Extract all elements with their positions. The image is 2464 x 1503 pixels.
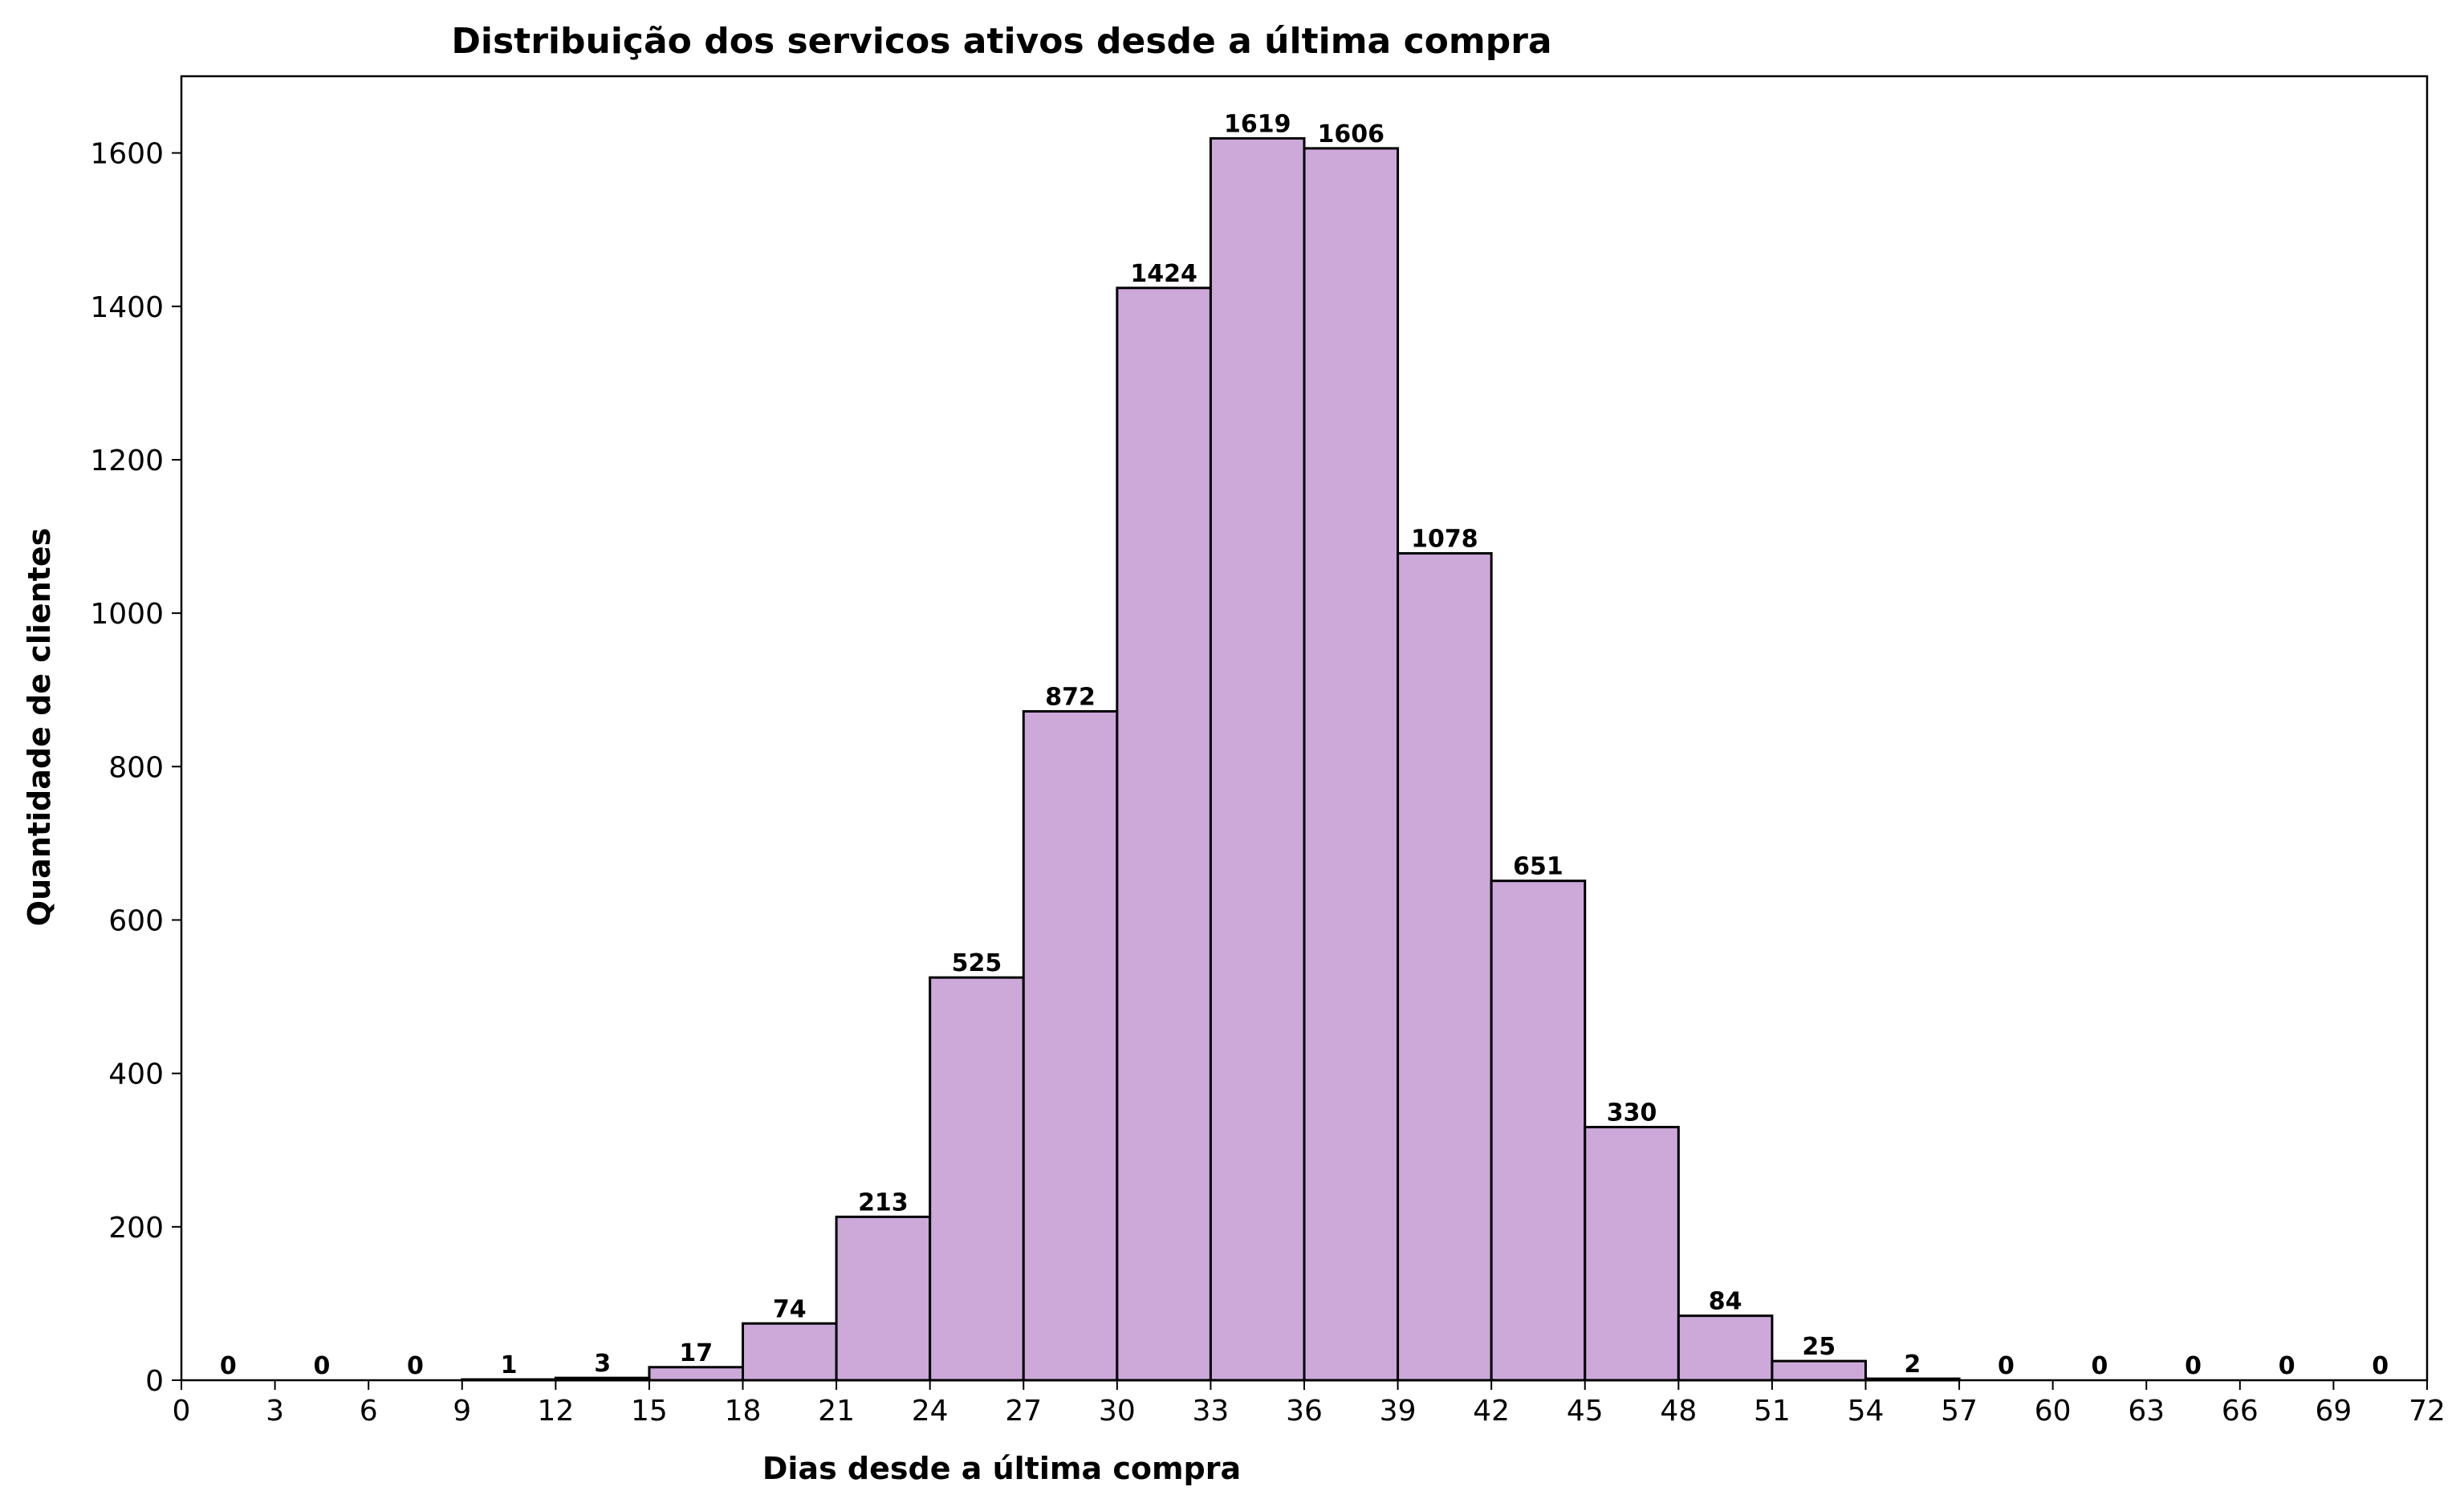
bar-value-label: 525 <box>952 949 1002 977</box>
histogram-bar <box>1677 1314 1774 1382</box>
bar-value-label: 0 <box>2185 1352 2202 1380</box>
x-tick-label: 57 <box>1941 1395 1978 1428</box>
chart-title: Distribuição dos servicos ativos desde a… <box>451 21 1551 62</box>
bar-value-label: 1 <box>501 1351 518 1379</box>
x-tick-label: 63 <box>2128 1395 2165 1428</box>
x-tick-label: 48 <box>1660 1395 1697 1428</box>
y-axis-label: Quantidade de clientes <box>22 528 57 926</box>
histogram-bar <box>1397 552 1493 1382</box>
x-tick-label: 51 <box>1754 1395 1791 1428</box>
bar-value-label: 1619 <box>1224 110 1291 138</box>
y-tick-label: 1600 <box>90 138 164 171</box>
bar-value-label: 0 <box>2372 1352 2389 1380</box>
bar-value-label: 0 <box>407 1352 424 1380</box>
histogram-bar <box>1771 1359 1868 1382</box>
histogram-bar <box>835 1215 932 1382</box>
y-tick-label: 1200 <box>90 445 164 477</box>
x-tick-label: 12 <box>537 1395 574 1428</box>
x-tick-label: 39 <box>1380 1395 1417 1428</box>
bar-value-label: 1078 <box>1411 526 1478 554</box>
histogram-bar <box>1022 709 1119 1382</box>
x-tick-label: 60 <box>2035 1395 2072 1428</box>
x-tick-label: 0 <box>173 1395 191 1428</box>
bar-value-label: 651 <box>1513 853 1563 881</box>
y-tick-label: 1000 <box>90 598 164 631</box>
bar-value-label: 17 <box>679 1339 713 1367</box>
x-tick-label: 36 <box>1286 1395 1323 1428</box>
bar-value-label: 872 <box>1045 683 1096 711</box>
y-tick-label: 600 <box>108 904 164 937</box>
bar-value-label: 1424 <box>1130 260 1197 288</box>
bar-value-label: 74 <box>773 1295 807 1323</box>
y-tick-label: 400 <box>108 1058 164 1091</box>
bar-value-label: 330 <box>1607 1099 1657 1127</box>
histogram-bar <box>1209 136 1306 1382</box>
histogram-bar <box>648 1366 745 1382</box>
histogram-bar <box>1303 147 1400 1382</box>
y-tick-label: 0 <box>145 1365 164 1398</box>
x-tick-label: 21 <box>818 1395 855 1428</box>
x-axis-label: Dias desde a última compra <box>762 1451 1241 1486</box>
x-tick-label: 54 <box>1848 1395 1885 1428</box>
x-tick-label: 72 <box>2409 1395 2446 1428</box>
bar-value-label: 0 <box>2279 1352 2295 1380</box>
x-tick-label: 15 <box>631 1395 668 1428</box>
bars-group <box>461 136 1961 1382</box>
bar-value-label: 25 <box>1802 1333 1836 1361</box>
y-tick-label: 800 <box>108 751 164 784</box>
x-tick-label: 30 <box>1099 1395 1136 1428</box>
histogram-bar <box>1116 286 1212 1382</box>
x-tick-label: 24 <box>912 1395 949 1428</box>
x-tick-label: 3 <box>266 1395 284 1428</box>
x-tick-label: 45 <box>1567 1395 1604 1428</box>
histogram-bar <box>742 1322 838 1382</box>
x-tick-label: 66 <box>2222 1395 2259 1428</box>
x-tick-label: 18 <box>725 1395 762 1428</box>
x-tick-label: 27 <box>1005 1395 1042 1428</box>
y-tick-label: 1400 <box>90 291 164 324</box>
bar-value-label: 0 <box>220 1352 237 1380</box>
bar-value-label: 0 <box>1998 1352 2015 1380</box>
bar-value-label: 0 <box>2092 1352 2108 1380</box>
bar-value-label: 1606 <box>1318 120 1385 148</box>
y-tick-label: 200 <box>108 1212 164 1245</box>
histogram-bar <box>1490 879 1587 1382</box>
histogram-bar <box>1584 1126 1680 1382</box>
histogram-bar <box>929 976 1025 1382</box>
bar-value-label: 0 <box>313 1352 330 1380</box>
bar-value-label: 84 <box>1709 1288 1742 1316</box>
data-labels-group: 0 0 0 1 3 17 74 213 525 872 1424 1619 1606 1078 651 330… <box>220 110 2389 1380</box>
x-tick-label: 42 <box>1473 1395 1510 1428</box>
x-tick-label: 33 <box>1193 1395 1230 1428</box>
bar-value-label: 2 <box>1904 1351 1921 1379</box>
x-tick-label: 6 <box>360 1395 378 1428</box>
x-axis-ticks: 0 3 6 9 12 15 18 21 24 27 30 33 36 39 42 45 48 51 54 57 60 63… <box>173 1380 2446 1428</box>
y-axis-ticks: 0 200 400 600 800 1000 1200 1400 1600 <box>90 138 181 1398</box>
x-tick-label: 9 <box>453 1395 471 1428</box>
bar-value-label: 213 <box>858 1188 909 1217</box>
x-tick-label: 69 <box>2316 1395 2352 1428</box>
bar-value-label: 3 <box>594 1350 611 1378</box>
